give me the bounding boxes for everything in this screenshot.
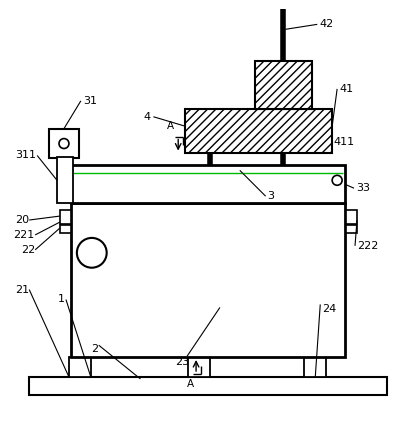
Text: 22: 22 <box>21 245 35 255</box>
Bar <box>346 225 357 233</box>
Text: 31: 31 <box>83 96 97 106</box>
Text: 33: 33 <box>356 183 370 193</box>
Text: 23: 23 <box>175 357 189 367</box>
Text: 24: 24 <box>322 305 337 314</box>
Bar <box>305 357 326 377</box>
Text: A: A <box>186 379 194 389</box>
Bar <box>185 109 332 154</box>
Text: 2: 2 <box>91 344 98 354</box>
Bar <box>71 165 345 203</box>
Bar <box>29 377 387 395</box>
Text: 21: 21 <box>15 284 30 294</box>
Text: 1: 1 <box>58 294 65 305</box>
Text: 311: 311 <box>15 151 36 160</box>
Bar <box>255 61 312 109</box>
Text: 42: 42 <box>319 19 334 29</box>
Bar <box>71 203 345 357</box>
Text: A: A <box>167 121 174 131</box>
Bar <box>60 225 71 233</box>
Text: 3: 3 <box>267 191 275 201</box>
Text: 4: 4 <box>144 112 151 122</box>
Bar <box>49 129 79 159</box>
Text: 20: 20 <box>15 215 30 225</box>
Bar <box>188 357 210 377</box>
Text: 41: 41 <box>339 84 353 94</box>
Bar <box>346 210 357 224</box>
Bar <box>57 157 73 203</box>
Bar <box>60 210 71 224</box>
Text: 411: 411 <box>333 137 354 146</box>
Text: 222: 222 <box>357 241 379 251</box>
Bar <box>69 357 91 377</box>
Text: 221: 221 <box>13 230 35 240</box>
